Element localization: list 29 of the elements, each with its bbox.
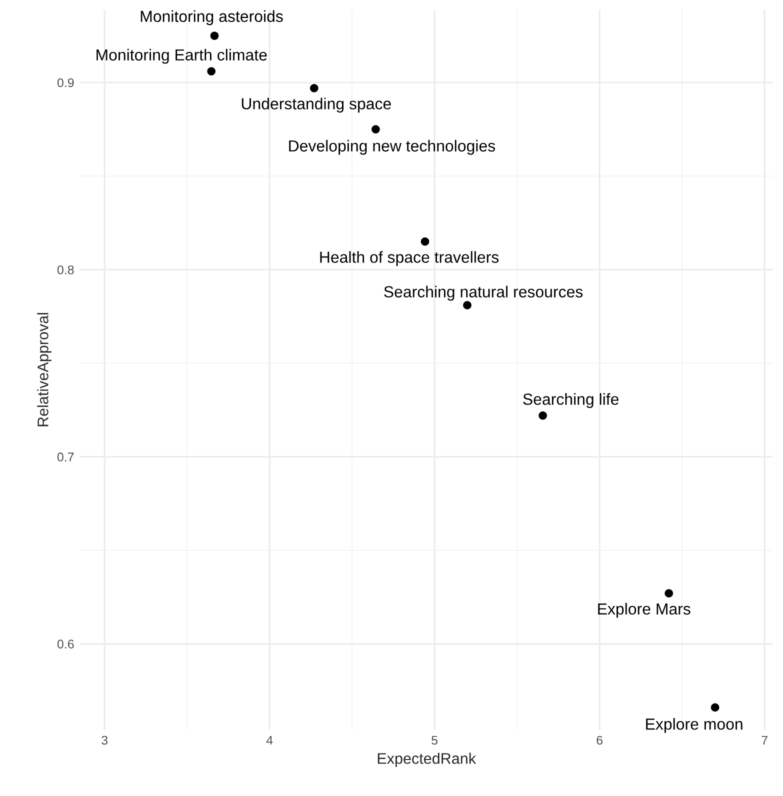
x-tick-label: 6: [596, 736, 603, 745]
x-tick-label: 7: [762, 736, 768, 745]
x-tick-label: 4: [266, 736, 273, 745]
annotation: Explore moon: [646, 718, 742, 733]
x-axis-title: ExpectedRank: [378, 752, 476, 767]
point: [420, 237, 430, 246]
annotation: Monitoring Earth climate: [96, 48, 267, 64]
point: [372, 125, 380, 134]
x-tick-label: 3: [102, 736, 108, 745]
point: [463, 301, 472, 310]
annotation: Health of space travellers: [320, 251, 499, 266]
point: [207, 67, 216, 76]
point: [310, 84, 318, 92]
annotation: Explore Mars: [598, 602, 690, 618]
point: [210, 32, 219, 40]
annotation: Monitoring asteroids: [140, 10, 283, 26]
point: [664, 589, 674, 598]
point: [538, 411, 547, 420]
annotation: Developing new technologies: [289, 140, 496, 155]
y-tick-label: 0.8: [57, 265, 74, 274]
y-axis-title: RelativeApproval: [37, 313, 52, 426]
annotation: Understanding space: [242, 98, 391, 113]
point: [710, 703, 720, 712]
y-tick-label: 0.7: [57, 452, 74, 462]
annotation: Searching natural resources: [384, 286, 583, 301]
y-tick-label: 0.6: [57, 640, 74, 649]
x-tick-label: 5: [432, 736, 438, 745]
y-tick-label: 0.9: [57, 78, 74, 88]
annotation: Searching life: [523, 393, 619, 408]
